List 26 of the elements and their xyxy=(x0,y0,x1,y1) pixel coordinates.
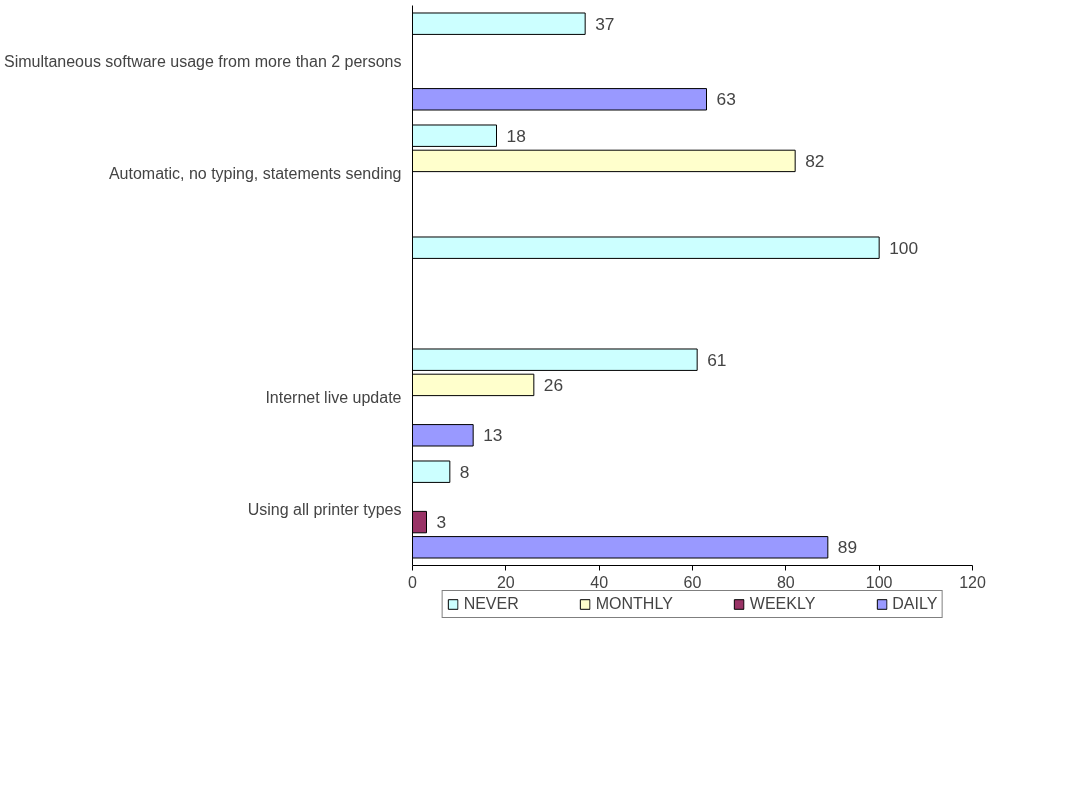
legend-label: NEVER xyxy=(463,595,519,613)
data-label: 100 xyxy=(889,237,919,258)
data-label: 26 xyxy=(543,374,564,395)
data-label: 82 xyxy=(805,150,825,171)
x-tick-label: 80 xyxy=(776,573,795,591)
legend-label: DAILY xyxy=(892,595,938,613)
data-label: 3 xyxy=(436,512,447,533)
y-tick-label: Using all printer types xyxy=(247,501,402,518)
y-tick-label: Internet live update xyxy=(265,389,402,406)
data-label: 63 xyxy=(716,89,736,110)
x-tick-label: 120 xyxy=(959,573,986,591)
x-tick-label: 60 xyxy=(683,573,702,591)
y-tick-label: Simultaneous software usage from more than 2 persons xyxy=(3,53,402,70)
legend-label: WEEKLY xyxy=(749,595,816,613)
y-tick-label: Automatic, no typing, statements sending xyxy=(108,165,402,182)
x-tick-label: 40 xyxy=(590,573,609,591)
data-label: 13 xyxy=(483,425,503,446)
x-tick-label: 20 xyxy=(496,573,515,591)
data-label: 8 xyxy=(459,461,470,482)
data-label: 37 xyxy=(595,13,615,34)
data-label: 61 xyxy=(707,349,727,370)
data-label: 89 xyxy=(837,537,858,558)
x-tick-label: 100 xyxy=(865,573,893,591)
legend-label: MONTHLY xyxy=(595,595,673,613)
x-tick-label: 0 xyxy=(408,573,418,591)
data-label: 18 xyxy=(506,125,526,146)
